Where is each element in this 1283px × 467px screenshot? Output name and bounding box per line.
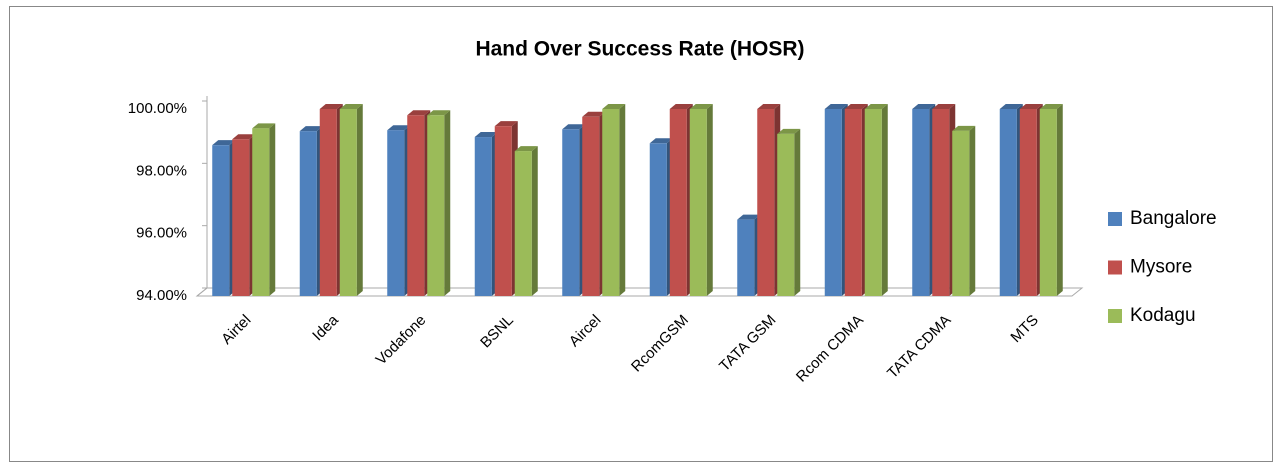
bar xyxy=(824,109,842,296)
bar-side xyxy=(1056,104,1063,296)
bar-top xyxy=(407,110,431,116)
bar xyxy=(212,145,230,296)
bar xyxy=(757,109,775,296)
bar-side xyxy=(794,128,801,296)
bar xyxy=(319,109,337,296)
bar xyxy=(514,151,532,296)
chart-title: Hand Over Success Rate (HOSR) xyxy=(475,38,804,61)
bar-side xyxy=(356,104,363,296)
bar xyxy=(474,137,492,296)
bar xyxy=(387,130,405,296)
y-tick-label: 94.00% xyxy=(136,287,187,304)
bar-top xyxy=(427,110,451,116)
bar xyxy=(844,109,862,296)
bar-top xyxy=(649,138,673,144)
bar xyxy=(582,116,600,297)
bar-top xyxy=(232,134,256,140)
bar-top xyxy=(824,104,848,109)
bar-top xyxy=(932,104,956,109)
bar xyxy=(602,109,620,296)
bar xyxy=(562,129,580,296)
bar-top xyxy=(582,111,606,117)
y-axis-front xyxy=(196,287,208,297)
bar xyxy=(669,109,687,296)
bar-top xyxy=(777,128,801,134)
bar-top xyxy=(514,146,538,152)
y-tick-label: 100.00% xyxy=(128,100,187,117)
bar xyxy=(339,109,357,296)
legend-label: Mysore xyxy=(1130,257,1192,278)
bar-top xyxy=(339,104,363,109)
y-tick-label: 98.00% xyxy=(136,162,187,179)
bar-top xyxy=(952,125,976,131)
bar-top xyxy=(1039,104,1063,109)
bar-top xyxy=(999,104,1023,109)
bar xyxy=(649,143,667,296)
bar xyxy=(1039,109,1057,296)
bar-side xyxy=(706,104,713,296)
bar xyxy=(232,139,250,296)
bar xyxy=(932,109,950,296)
bar-top xyxy=(737,214,761,220)
bar-top xyxy=(689,104,713,109)
bar-side xyxy=(969,125,976,296)
legend-swatch xyxy=(1108,260,1122,275)
bar-top xyxy=(757,104,781,109)
bar xyxy=(777,133,795,296)
legend-label: Kodagu xyxy=(1130,305,1196,326)
bar-top xyxy=(864,104,888,109)
bar xyxy=(689,109,707,296)
bar xyxy=(912,109,930,296)
bar-top xyxy=(299,126,323,132)
bar xyxy=(864,109,882,296)
bar xyxy=(494,126,512,297)
bar-top xyxy=(319,104,343,109)
bar xyxy=(952,130,970,296)
bar-side xyxy=(531,146,538,296)
bar-top xyxy=(562,124,586,130)
bar xyxy=(1019,109,1037,296)
bar-top xyxy=(912,104,936,109)
bar-top xyxy=(474,132,498,138)
legend-swatch xyxy=(1108,212,1122,226)
bar-top xyxy=(387,125,411,131)
bar-top xyxy=(212,140,236,146)
bar-top xyxy=(602,104,626,109)
y-tick-label: 96.00% xyxy=(136,225,187,242)
bar-top xyxy=(669,104,693,109)
bar xyxy=(999,109,1017,296)
bar-side xyxy=(881,104,888,296)
chart-border xyxy=(9,6,1273,462)
bar xyxy=(427,115,445,296)
bar-top xyxy=(252,123,276,129)
legend-swatch xyxy=(1108,309,1122,323)
bar-side xyxy=(619,104,626,296)
bar xyxy=(407,115,425,296)
bar xyxy=(737,219,755,296)
legend-label: Bangalore xyxy=(1130,208,1217,229)
bar-top xyxy=(1019,104,1043,109)
bar-side xyxy=(444,110,451,296)
bar-side xyxy=(269,123,276,296)
bar xyxy=(299,131,317,296)
bar xyxy=(252,128,270,296)
bar-top xyxy=(494,121,518,127)
bar-top xyxy=(844,104,868,109)
